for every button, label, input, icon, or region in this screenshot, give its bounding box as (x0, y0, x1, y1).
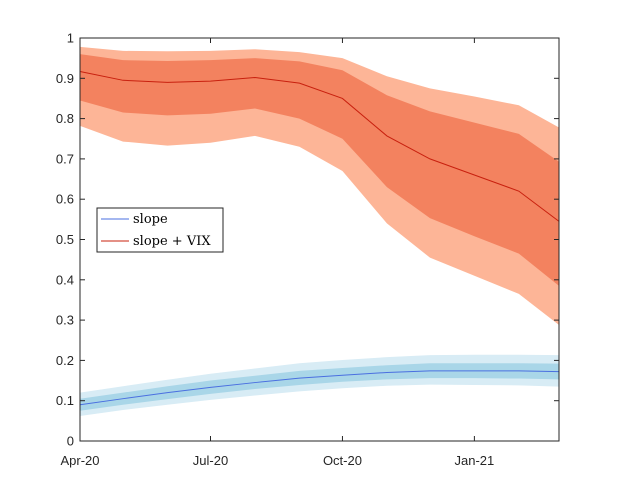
y-tick-label: 0.1 (56, 393, 74, 408)
y-tick-label: 1 (67, 31, 74, 46)
legend-label-slope: slope (133, 212, 168, 227)
y-tick-label: 0.8 (56, 111, 74, 126)
series-line-slope (79, 370, 560, 406)
legend-box (96, 207, 224, 253)
series-lines (79, 70, 560, 406)
inner-band-slope (80, 363, 559, 411)
y-tick-label: 0 (67, 434, 74, 449)
y-tick-label: 0.9 (56, 71, 74, 86)
inner-band-slope-vix (80, 54, 559, 286)
y-tick-label: 0.7 (56, 151, 74, 166)
y-tick-label: 0.6 (56, 192, 74, 207)
confidence-bands (80, 46, 559, 417)
y-tick-label: 0.4 (56, 272, 74, 287)
y-tick-label: 0.2 (56, 353, 74, 368)
y-tick-label: 0.3 (56, 313, 74, 328)
y-tick-label: 0.5 (56, 232, 74, 247)
x-tick-label: Apr-20 (60, 453, 99, 468)
x-tick-label: Jul-20 (193, 453, 228, 468)
legend-label-slope-vix: slope + VIX (133, 234, 211, 249)
y-axis: 0 0.1 0.2 0.3 0.4 0.5 0.6 0.7 0.8 0.9 1 (56, 31, 559, 449)
legend: slope slope + VIX (96, 207, 224, 253)
x-tick-label: Jan-21 (455, 453, 495, 468)
x-axis: Apr-20 Jul-20 Oct-20 Jan-21 (60, 38, 494, 468)
x-tick-label: Oct-20 (323, 453, 362, 468)
series-line-slope-vix (79, 70, 560, 222)
